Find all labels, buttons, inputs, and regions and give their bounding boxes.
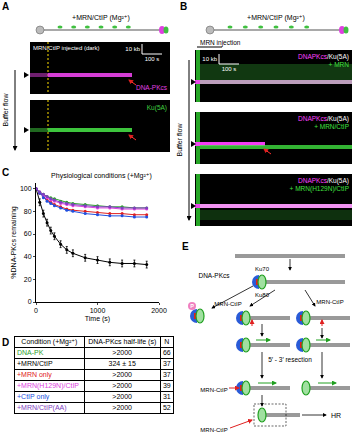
svg-text:DNA-PKcs: DNA-PKcs xyxy=(136,84,168,91)
html-text:66: 66 xyxy=(162,349,171,356)
svg-text:1000: 1000 xyxy=(90,307,106,314)
svg-text:MRN-CtIP: MRN-CtIP xyxy=(200,427,227,433)
svg-text:C: C xyxy=(2,167,9,178)
svg-text:+MRN/CtIP (Mg²⁺): +MRN/CtIP (Mg²⁺) xyxy=(247,14,305,22)
html-text:>2000: >2000 xyxy=(112,393,132,401)
html-text:+MRN only: +MRN only xyxy=(17,371,52,379)
svg-text:10 kb: 10 kb xyxy=(202,56,217,62)
html-text:>2000: >2000 xyxy=(112,349,132,356)
svg-text:100 s: 100 s xyxy=(145,56,160,62)
svg-text:MRN-CtIP: MRN-CtIP xyxy=(200,387,227,393)
svg-text:100: 100 xyxy=(20,185,32,192)
svg-text:10 kb: 10 kb xyxy=(125,46,140,52)
svg-text:+ MRN(H129N)/CtIP: + MRN(H129N)/CtIP xyxy=(290,185,349,193)
svg-text:Physiological conditions (+Mg²: Physiological conditions (+Mg²⁺) xyxy=(51,172,152,180)
svg-text:MRN injection: MRN injection xyxy=(200,39,241,47)
html-text:39: 39 xyxy=(162,382,171,390)
svg-text:20: 20 xyxy=(24,276,32,283)
html-text:+MRN/CtIP: +MRN/CtIP xyxy=(17,360,53,368)
html-text:37: 37 xyxy=(162,371,171,379)
svg-text:5′ - 3′ resection: 5′ - 3′ resection xyxy=(268,356,312,363)
svg-text:Ku70: Ku70 xyxy=(255,266,270,272)
html-text:Condition (+Mg²⁺): Condition (+Mg²⁺) xyxy=(21,338,78,345)
html-text:DNA-PKcs half-life (s): DNA-PKcs half-life (s) xyxy=(88,338,157,345)
svg-text:%DNA-PKcs remaining: %DNA-PKcs remaining xyxy=(10,206,18,278)
svg-text:Buffer flow: Buffer flow xyxy=(176,123,183,157)
html-text:>2000: >2000 xyxy=(112,382,132,390)
svg-text:Time (s): Time (s) xyxy=(85,315,110,323)
svg-text:40: 40 xyxy=(24,253,32,260)
svg-text:0: 0 xyxy=(28,298,32,305)
svg-text:P: P xyxy=(190,303,194,309)
html-text:N: N xyxy=(164,338,170,345)
svg-text:0: 0 xyxy=(34,307,38,314)
svg-text:100 s: 100 s xyxy=(222,66,237,72)
svg-text:Ku(5A): Ku(5A) xyxy=(147,104,167,112)
svg-text:MRN/CtIP injected (dark): MRN/CtIP injected (dark) xyxy=(33,45,100,51)
svg-text:Buffer flow: Buffer flow xyxy=(2,93,9,127)
html-text:+MRN/CtIP(AA): +MRN/CtIP(AA) xyxy=(17,404,67,412)
html-text:+CtIP only: +CtIP only xyxy=(17,393,50,401)
html-text:>2000: >2000 xyxy=(112,371,132,379)
html-text:37: 37 xyxy=(162,360,171,368)
svg-text:DNA-PKcs: DNA-PKcs xyxy=(198,272,230,279)
html-text:>2000: >2000 xyxy=(112,404,132,412)
svg-text:80: 80 xyxy=(24,208,32,215)
html-text:324 ± 15: 324 ± 15 xyxy=(108,360,136,368)
svg-text:MRN-CtIP: MRN-CtIP xyxy=(316,299,343,305)
svg-text:HR: HR xyxy=(331,412,341,419)
svg-text:+ MRN/CtIP: + MRN/CtIP xyxy=(314,123,349,130)
svg-text:+MRN/CtIP (Mg²⁺): +MRN/CtIP (Mg²⁺) xyxy=(72,14,130,22)
svg-text:E: E xyxy=(182,241,189,252)
svg-text:DNAPKcs/Ku(5A): DNAPKcs/Ku(5A) xyxy=(298,53,349,61)
svg-text:2000: 2000 xyxy=(151,307,167,314)
html-text:52: 52 xyxy=(162,404,171,412)
svg-text:DNAPKcs/Ku(5A): DNAPKcs/Ku(5A) xyxy=(298,115,349,123)
svg-text:60: 60 xyxy=(24,230,32,237)
svg-text:D: D xyxy=(2,337,9,348)
svg-text:A: A xyxy=(2,1,9,12)
svg-text:DNAPKcs/Ku(5A): DNAPKcs/Ku(5A) xyxy=(298,177,349,185)
svg-text:Ku80: Ku80 xyxy=(255,292,269,298)
html-text:+MRN(H129N)/CtIP: +MRN(H129N)/CtIP xyxy=(17,382,79,390)
svg-text:B: B xyxy=(180,1,187,12)
svg-text:+ MRN: + MRN xyxy=(329,61,350,68)
html-text:31: 31 xyxy=(162,393,171,401)
html-text:DNA-PK: DNA-PK xyxy=(17,349,44,356)
svg-text:MRN-CtIP: MRN-CtIP xyxy=(214,301,241,307)
